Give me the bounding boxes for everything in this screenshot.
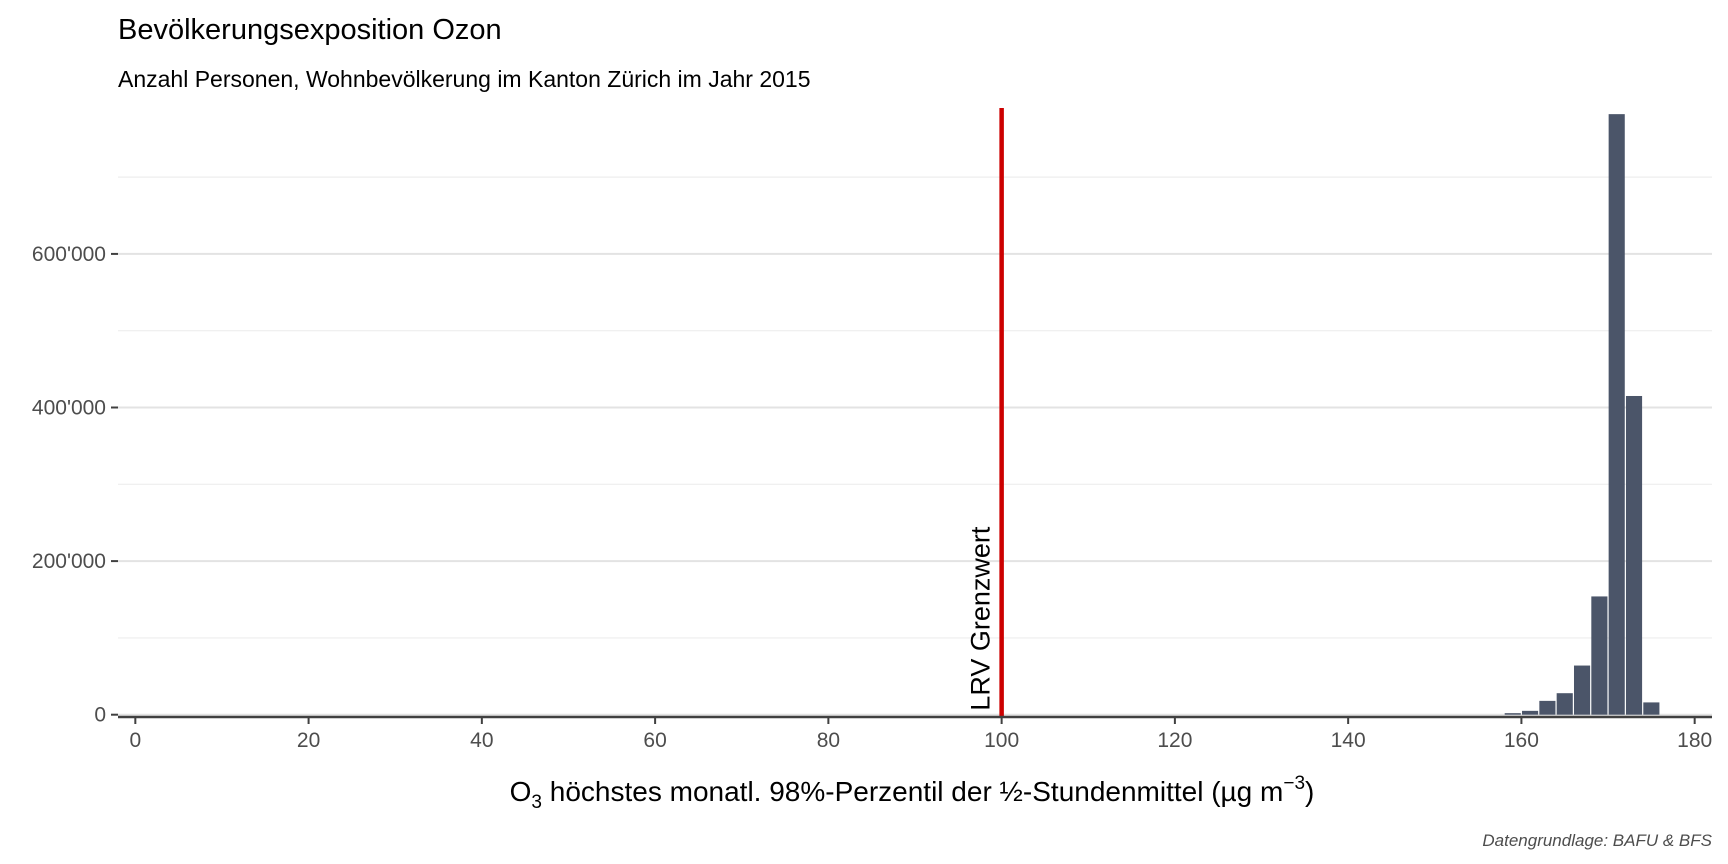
y-tick-label: 0 [94,704,106,727]
x-tick-label: 0 [129,729,141,752]
x-tick-label: 80 [817,729,840,752]
x-tick-label: 120 [1157,729,1192,752]
x-tick-label: 180 [1677,729,1712,752]
y-tick-label: 600'000 [32,243,106,266]
chart-title: Bevölkerungsexposition Ozon [118,14,502,46]
histogram-bar [1522,710,1539,715]
x-axis-title: O3 höchstes monatl. 98%-Perzentil der ½-… [510,773,1315,813]
y-tick-label: 400'000 [32,397,106,420]
x-tick-label: 140 [1331,729,1366,752]
chart-caption: Datengrundlage: BAFU & BFS [1482,831,1712,850]
histogram-bar [1625,395,1643,715]
x-axis-title-main: O [510,776,532,807]
x-tick-label: 40 [470,729,493,752]
histogram-bar [1504,713,1521,715]
x-axis-title-end: ) [1305,776,1314,807]
reference-line-label: LRV Grenzwert [966,526,996,711]
histogram-bar [1539,700,1556,715]
x-tick-label: 160 [1504,729,1539,752]
x-axis-title-superscript: −3 [1283,773,1305,794]
histogram-bar [1643,702,1660,715]
histogram-bar [1556,693,1573,715]
y-tick-label: 200'000 [32,550,106,573]
histogram-bar [1591,596,1608,715]
bar-series [1504,114,1660,715]
x-tick-label: 60 [643,729,666,752]
grid-lines [118,176,1712,716]
histogram-bar [1608,114,1625,715]
x-axis-title-text: höchstes monatl. 98%-Perzentil der ½-Stu… [542,776,1283,807]
histogram-bar [1573,665,1591,715]
x-axis-title-subscript: 3 [531,792,542,813]
x-tick-label: 20 [297,729,320,752]
axes: 0 20 40 60 80 100 120 140 160 180 0 200'000 400'000 6… [32,243,1712,752]
reference-line-group: LRV Grenzwert [966,108,1004,717]
chart-subtitle: Anzahl Personen, Wohnbevölkerung im Kant… [118,66,811,92]
x-tick-label: 100 [984,729,1019,752]
